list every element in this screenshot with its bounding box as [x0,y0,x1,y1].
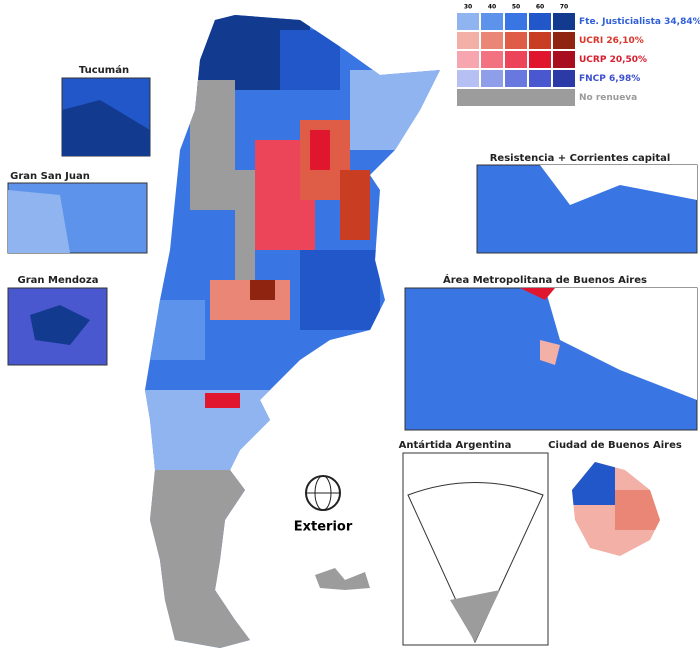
scale-label: 70 [560,4,568,11]
inset-caba [572,462,660,556]
inset-title: Área Metropolitana de Buenos Aires [443,273,647,286]
inset-region [62,100,150,156]
legend-swatch [553,32,575,49]
legend-swatch [457,89,575,106]
legend-swatch [457,13,479,30]
legend-swatch [553,70,575,87]
scale-label: 60 [536,4,544,11]
exterior-label: Exterior [294,520,353,535]
legend-label: No renueva [579,93,637,103]
inset-river [545,288,697,400]
legend-label: UCRI 26,10% [579,36,644,46]
legend-label: Fte. Justicialista 34,84% [579,17,700,27]
inset-region [540,340,560,365]
legend-swatch [457,51,479,68]
inset-region [30,305,90,345]
legend-swatch [529,32,551,49]
inset-title: Ciudad de Buenos Aires [548,440,682,451]
legend: 30 40 50 60 70 Fte. Justicialista 34,84% UCRI … [457,4,700,106]
scale-label: 40 [488,4,496,11]
scale-label: 50 [512,4,520,11]
legend-swatch [529,70,551,87]
legend-swatch [457,32,479,49]
legend-swatch [457,70,479,87]
inset-region [8,190,70,253]
legend-swatch [481,32,503,49]
inset-title: Antártida Argentina [399,439,512,451]
scale-label: 30 [464,4,472,11]
legend-swatch [505,13,527,30]
inset-title: Gran San Juan [10,171,90,182]
legend-swatch [481,51,503,68]
legend-swatch [553,13,575,30]
inset-title: Resistencia + Corrientes capital [490,153,671,164]
legend-swatch [529,13,551,30]
inset-title: Gran Mendoza [18,275,99,286]
legend-swatch [529,51,551,68]
legend-label: UCRP 20,50% [579,55,647,65]
legend-swatch [553,51,575,68]
legend-swatch [481,13,503,30]
inset-title: Tucumán [79,64,129,76]
legend-swatch [481,70,503,87]
legend-swatch [505,70,527,87]
inset-region [520,288,555,300]
antarctic-sector [407,482,544,644]
legend-swatch [505,32,527,49]
antarctic-land [450,590,500,642]
inset-region [540,165,697,205]
legend-swatch [505,51,527,68]
islands [315,568,370,590]
legend-label: FNCP 6,98% [579,74,640,84]
